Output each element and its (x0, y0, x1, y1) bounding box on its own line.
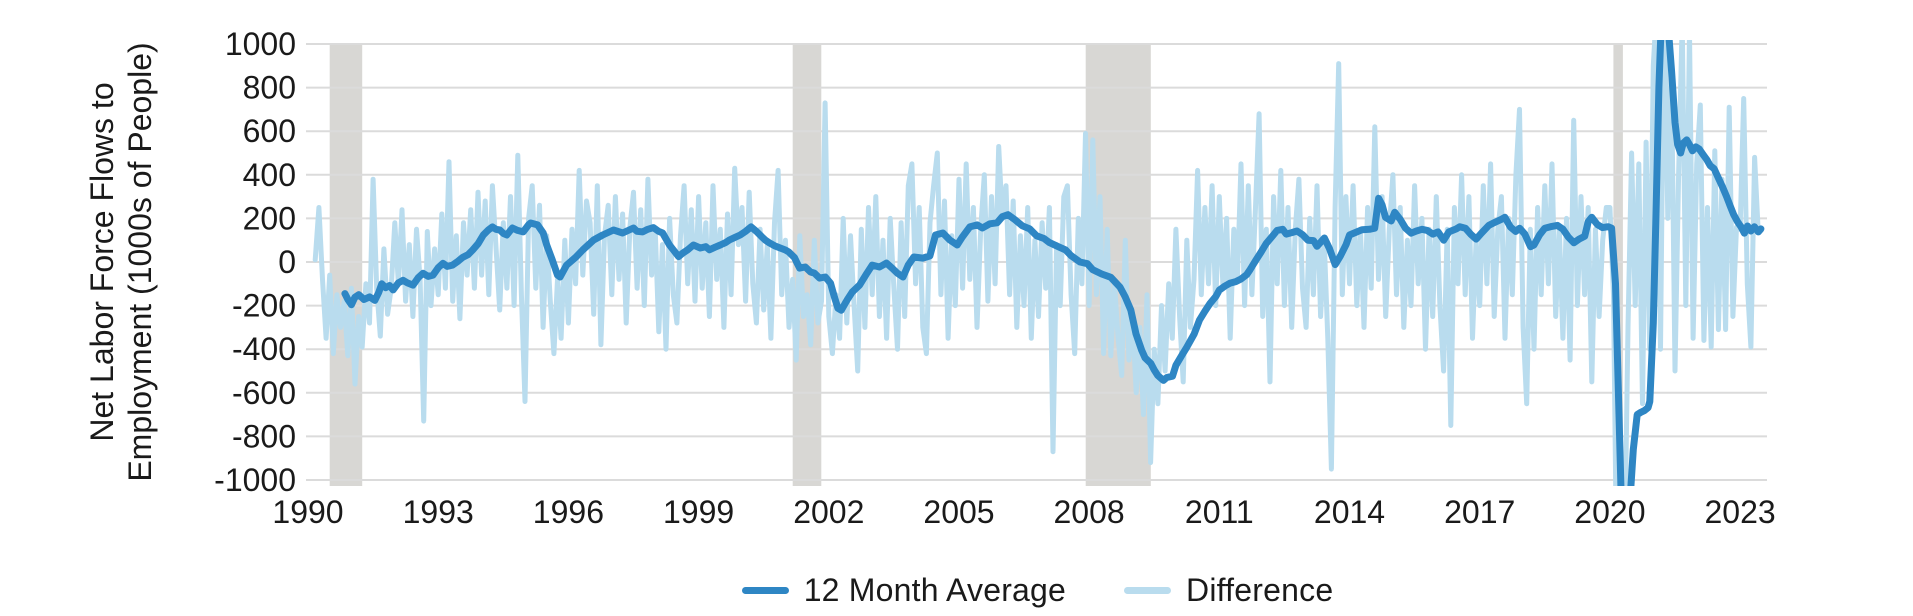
x-tick-label: 2005 (923, 494, 994, 530)
recession-band (1613, 44, 1623, 486)
legend-label-difference: Difference (1186, 571, 1334, 608)
y-tick-label: 600 (243, 113, 296, 149)
x-tick-label: 2023 (1705, 494, 1776, 530)
legend-label-12-month-average: 12 Month Average (803, 571, 1067, 608)
x-tick-label: 1999 (663, 494, 734, 530)
y-tick-label: 0 (278, 244, 296, 280)
x-tick-label: 1993 (403, 494, 474, 530)
x-tick-label: 2002 (793, 494, 864, 530)
y-tick-label: -1000 (214, 462, 296, 498)
y-axis-title-text: Net Labor Force Flows to (84, 82, 120, 441)
x-tick-label: 1996 (533, 494, 604, 530)
y-tick-label: 800 (243, 70, 296, 106)
y-tick-label: -200 (232, 288, 296, 324)
series-line-difference (312, 40, 1761, 486)
series-line-12-month-average (341, 40, 1765, 486)
x-tick-label: 1990 (272, 494, 343, 530)
y-tick-label: -400 (232, 331, 296, 367)
chart-legend: 12 Month Average Difference (308, 570, 1767, 610)
y-tick-label: 1000 (225, 26, 296, 62)
y-axis-title-text: Employment (1000s of People) (122, 42, 158, 481)
legend-item-12-month-average: 12 Month Average (741, 571, 1067, 609)
x-tick-label: 2020 (1574, 494, 1645, 530)
legend-swatch-difference (1124, 586, 1172, 594)
x-tick-label: 2014 (1314, 494, 1385, 530)
x-tick-label: 2008 (1054, 494, 1125, 530)
recession-band (329, 44, 363, 486)
y-tick-label: 200 (243, 200, 296, 236)
legend-item-difference: Difference (1124, 572, 1333, 609)
x-tick-label: 2017 (1444, 494, 1515, 530)
y-tick-label: -800 (232, 418, 296, 454)
legend-swatch-12-month-average (741, 586, 789, 594)
x-tick-label: 2011 (1185, 494, 1254, 530)
y-tick-label: 400 (243, 157, 296, 193)
y-tick-label: -600 (232, 375, 296, 411)
